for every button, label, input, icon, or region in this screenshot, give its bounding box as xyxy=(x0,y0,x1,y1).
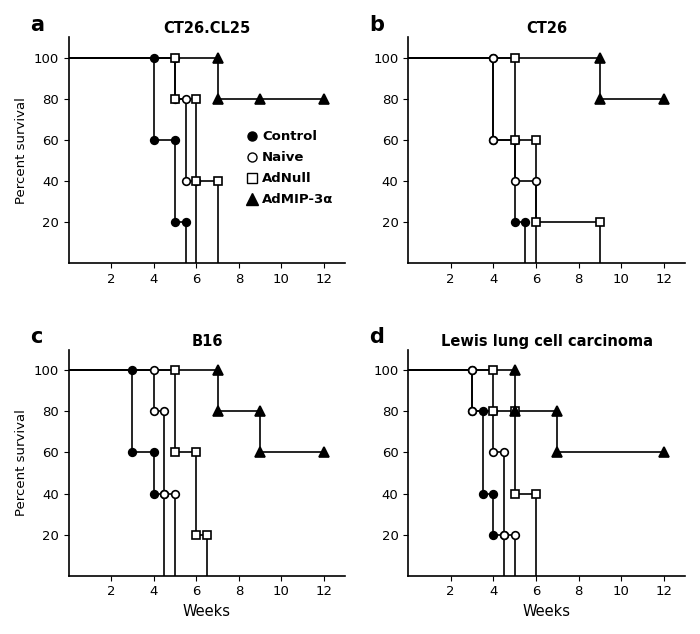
Title: CT26.CL25: CT26.CL25 xyxy=(163,21,251,36)
Title: CT26: CT26 xyxy=(526,21,567,36)
X-axis label: Weeks: Weeks xyxy=(523,604,570,619)
Title: B16: B16 xyxy=(191,333,223,349)
Text: a: a xyxy=(30,15,44,35)
Y-axis label: Percent survival: Percent survival xyxy=(15,97,28,204)
Y-axis label: Percent survival: Percent survival xyxy=(15,410,28,516)
Legend: Control, Naive, AdNull, AdMIP-3α: Control, Naive, AdNull, AdMIP-3α xyxy=(241,125,339,211)
Text: c: c xyxy=(30,327,42,347)
Text: d: d xyxy=(370,327,384,347)
Title: Lewis lung cell carcinoma: Lewis lung cell carcinoma xyxy=(440,333,652,349)
Text: b: b xyxy=(370,15,384,35)
X-axis label: Weeks: Weeks xyxy=(183,604,231,619)
